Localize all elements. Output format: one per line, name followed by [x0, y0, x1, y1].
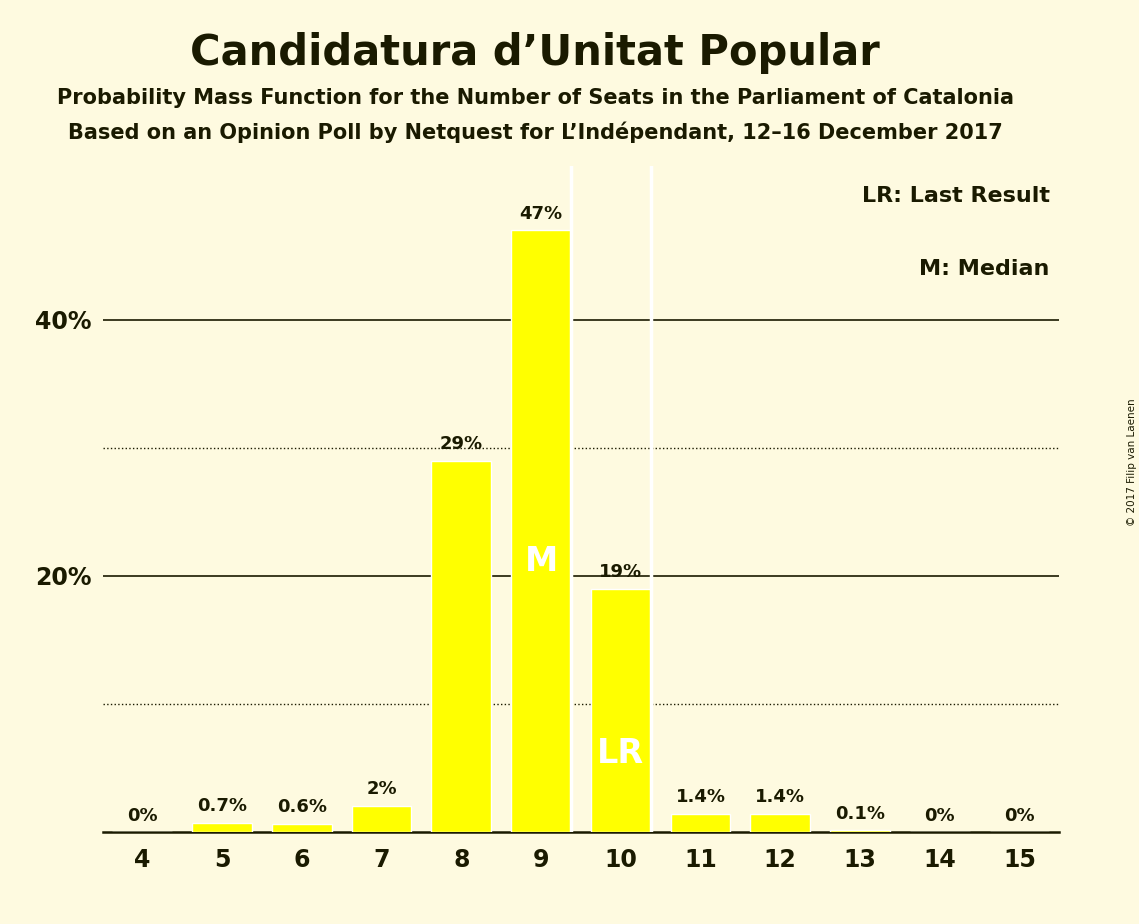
Text: 0.6%: 0.6%	[277, 798, 327, 816]
Bar	[272, 824, 331, 832]
Bar	[591, 589, 650, 832]
Bar	[192, 822, 252, 832]
Bar	[511, 230, 571, 832]
Text: 29%: 29%	[440, 435, 483, 453]
Text: 47%: 47%	[519, 204, 563, 223]
Bar	[830, 831, 890, 832]
Text: LR: LR	[597, 737, 645, 771]
Text: M: M	[524, 544, 558, 578]
Text: 1.4%: 1.4%	[755, 788, 805, 806]
Text: Probability Mass Function for the Number of Seats in the Parliament of Catalonia: Probability Mass Function for the Number…	[57, 88, 1014, 108]
Text: © 2017 Filip van Laenen: © 2017 Filip van Laenen	[1126, 398, 1137, 526]
Text: 0.7%: 0.7%	[197, 797, 247, 815]
Text: 0%: 0%	[128, 808, 157, 825]
Bar	[751, 814, 810, 832]
Bar	[352, 806, 411, 832]
Text: Candidatura d’Unitat Popular: Candidatura d’Unitat Popular	[190, 32, 880, 74]
Text: 0.1%: 0.1%	[835, 805, 885, 822]
Text: 2%: 2%	[367, 781, 396, 798]
Text: 0%: 0%	[925, 808, 954, 825]
Bar	[671, 814, 730, 832]
Text: LR: Last Result: LR: Last Result	[862, 187, 1050, 206]
Text: Based on an Opinion Poll by Netquest for L’Indépendant, 12–16 December 2017: Based on an Opinion Poll by Netquest for…	[68, 122, 1002, 143]
Text: 0%: 0%	[1005, 808, 1034, 825]
Bar	[432, 460, 491, 832]
Text: 1.4%: 1.4%	[675, 788, 726, 806]
Text: M: Median: M: Median	[919, 260, 1050, 279]
Text: 19%: 19%	[599, 563, 642, 581]
